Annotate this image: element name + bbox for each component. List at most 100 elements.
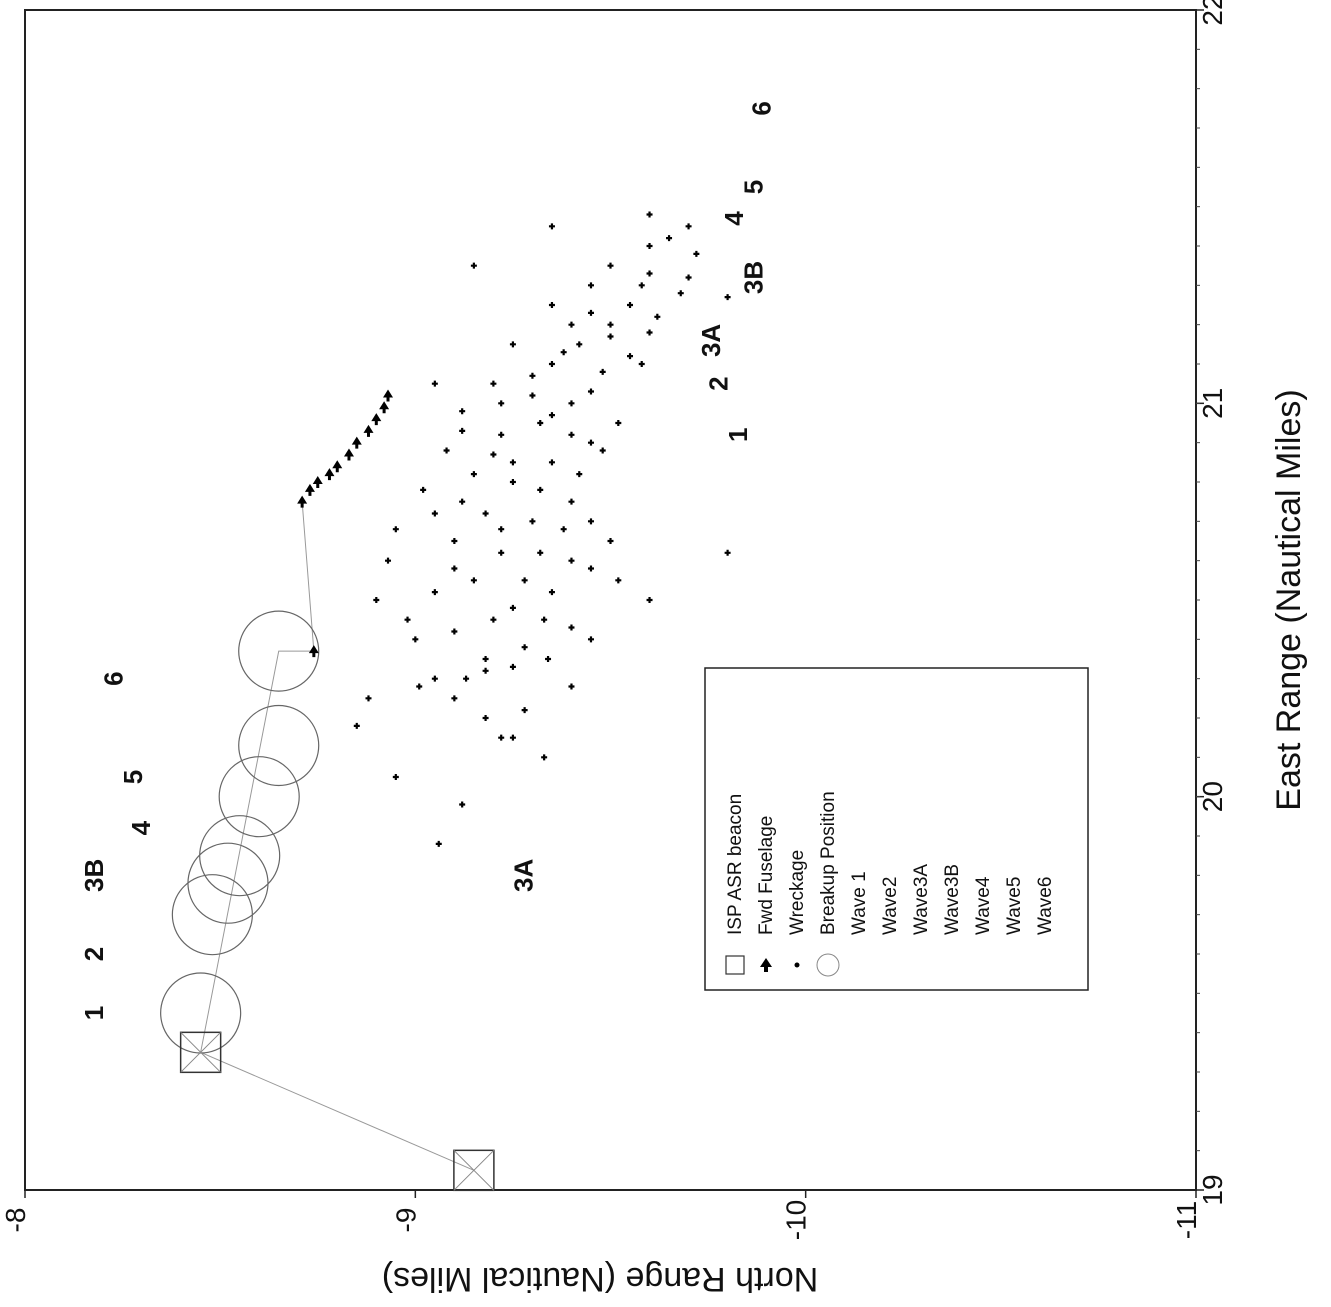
fuselage-point	[297, 495, 308, 508]
wreckage-point	[459, 427, 466, 434]
y-axis-title: North Range (Nautical Miles)	[382, 1260, 819, 1298]
wreckage-point	[443, 447, 450, 454]
wave-label: 4	[126, 820, 156, 835]
wreckage-point	[451, 565, 458, 572]
wreckage-point	[482, 715, 489, 721]
wreckage-point	[615, 420, 622, 426]
wreckage-point	[482, 656, 489, 662]
wreckage-point	[615, 577, 622, 584]
wreckage-point	[576, 471, 583, 478]
wreckage-point	[646, 270, 653, 277]
wreckage-point	[470, 262, 477, 269]
wreckage-point	[498, 526, 505, 533]
wreckage-point	[498, 549, 505, 556]
wreckage-point	[627, 353, 634, 360]
wreckage-point	[568, 400, 575, 407]
breakup-circle	[160, 972, 242, 1054]
wreckage-point	[560, 349, 567, 356]
fuselage-point	[371, 413, 382, 426]
fuselage-point	[379, 401, 390, 414]
fuselage-point	[351, 436, 362, 449]
wreckage-point	[607, 538, 614, 544]
y-tick-label: -10	[781, 1200, 812, 1240]
wreckage-point	[685, 274, 692, 281]
wreckage-point	[365, 695, 372, 702]
fuselage-point	[343, 448, 354, 461]
wreckage-point	[693, 250, 700, 257]
fuselage-point	[312, 476, 323, 488]
legend-label: Wreckage	[787, 850, 808, 935]
wreckage-point	[529, 392, 536, 399]
fuselage-point	[304, 483, 315, 496]
x-tick-label: 20	[1197, 781, 1228, 812]
wreckage-point	[529, 518, 536, 525]
wreckage-point	[646, 211, 653, 218]
wreckage-point	[537, 420, 544, 426]
wreckage-point	[548, 302, 555, 308]
wreckage-point	[666, 235, 673, 242]
legend-circle-icon	[816, 953, 840, 977]
beacon-square	[179, 1031, 222, 1074]
wreckage-point	[498, 734, 505, 741]
wave-label: 1	[723, 428, 753, 442]
wreckage-point	[490, 616, 497, 623]
breakup-circle	[171, 874, 253, 956]
labels-layer: 1 2 3B 4 5 6 3A 1 2 3A 3B 4 5 6	[79, 101, 776, 1020]
plot-frame	[24, 9, 1197, 1191]
wreckage-point	[607, 321, 614, 328]
wreckage-point	[587, 565, 594, 572]
wreckage-point	[482, 667, 489, 674]
y-tick-label: -9	[390, 1208, 421, 1233]
beacon-cross	[453, 1149, 495, 1191]
fuselage-point	[308, 645, 319, 658]
y-tick-label: -8	[0, 1208, 31, 1233]
fuselage-point	[383, 389, 394, 402]
legend-box	[704, 667, 1089, 991]
wreckage-point	[638, 361, 645, 367]
wreckage-point	[373, 597, 380, 603]
wreckage-point	[568, 683, 575, 690]
wreckage-point	[392, 774, 399, 780]
wreckage-point	[509, 734, 516, 741]
wave-label: 3A	[696, 324, 726, 357]
legend: ISP ASR beacon Fwd Fuselage Wreckage Breaku…	[704, 667, 1089, 991]
wreckage-point	[646, 597, 653, 603]
wreckage-point	[548, 589, 555, 596]
wreckage-point	[353, 722, 360, 729]
wreckage-point	[541, 616, 548, 623]
wreckage-point	[548, 459, 555, 466]
wreckage-point	[459, 498, 466, 505]
wreckage-point	[548, 223, 555, 230]
legend-label: Wave3B	[942, 864, 963, 935]
wreckage-point	[587, 439, 594, 446]
wreckage-point	[451, 628, 458, 635]
legend-square-icon	[725, 955, 745, 975]
legend-label: Wave6	[1035, 877, 1056, 935]
legend-arrow-icon	[760, 958, 772, 972]
wreckage-point	[470, 577, 477, 584]
breakup-circle	[238, 704, 320, 787]
wreckage-point	[677, 290, 684, 297]
wreckage-point	[451, 695, 458, 702]
wave-label: 1	[79, 1006, 109, 1020]
wreckage-point	[587, 518, 594, 525]
wreckage-point	[420, 486, 427, 493]
legend-dot-icon	[794, 962, 800, 968]
x-tick-label: 19	[1197, 1174, 1228, 1205]
wreckage-point	[509, 604, 516, 611]
wreckage-point	[509, 663, 516, 670]
wreckage-point	[463, 675, 470, 682]
x-axis-title: East Range (Nautical Miles)	[1270, 389, 1308, 810]
wreckage-point	[568, 624, 575, 631]
wreckage-point	[498, 431, 505, 438]
connector-layer	[200, 501, 475, 1171]
wreckage-point	[482, 510, 489, 517]
wreckage-point	[470, 471, 477, 478]
wreckage-point	[537, 486, 544, 493]
wreckage-point	[392, 526, 399, 533]
wreckage-point	[431, 510, 438, 517]
fuselage-point	[324, 468, 335, 481]
beacon-cross	[180, 1031, 222, 1073]
